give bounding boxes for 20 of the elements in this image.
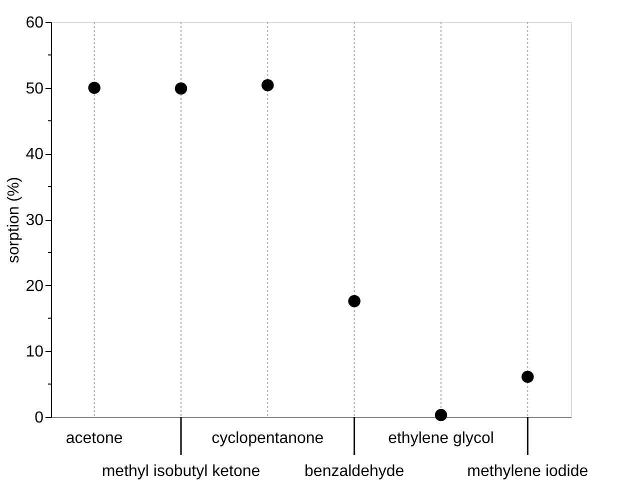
y-tick-label: 50 — [26, 80, 44, 98]
x-tick-label: benzaldehyde — [304, 463, 404, 480]
point — [522, 370, 534, 383]
y-axis-title: sorption (%) — [6, 176, 23, 264]
y-tick-label: 0 — [34, 410, 44, 426]
point — [348, 295, 360, 308]
y-tick-label: 10 — [26, 344, 44, 361]
point — [88, 82, 100, 94]
x-tick-label: acetone — [66, 430, 123, 447]
y-tick-label: 30 — [26, 212, 44, 229]
x-tick-label: ethylene glycol — [388, 430, 494, 447]
point — [262, 79, 274, 92]
x-tick-label: cyclopentanone — [212, 430, 324, 447]
x-tick-label: methyl isobutyl ketone — [102, 463, 260, 480]
x-tick-label: methylene iodide — [467, 463, 588, 480]
y-tick-label: 20 — [26, 278, 44, 295]
point — [174, 82, 188, 95]
point — [434, 408, 448, 422]
y-tick-label: 40 — [26, 146, 44, 164]
y-tick-label: 60 — [26, 14, 44, 32]
